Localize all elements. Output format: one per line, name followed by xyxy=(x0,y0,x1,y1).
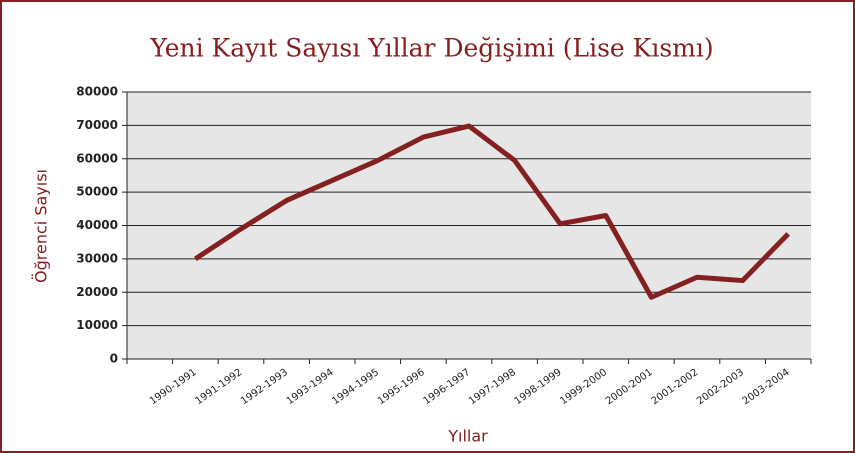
y-tick-label: 70000 xyxy=(76,118,118,132)
y-tick-label: 30000 xyxy=(76,251,118,265)
y-tick-label: 0 xyxy=(110,352,118,366)
y-tick-label: 80000 xyxy=(76,85,118,99)
line-series xyxy=(194,123,790,300)
x-axis-label: Yıllar xyxy=(447,427,488,446)
y-tick-label: 60000 xyxy=(76,151,118,165)
y-tick-label: 50000 xyxy=(76,185,118,199)
y-tick-label: 40000 xyxy=(76,218,118,232)
y-tick-label: 20000 xyxy=(76,285,118,299)
chart-title: Yeni Kayıt Sayısı Yıllar Değişimi (Lise … xyxy=(149,34,713,63)
y-axis-label: Öğrenci Sayısı xyxy=(32,169,51,283)
y-tick-label: 10000 xyxy=(76,318,118,332)
